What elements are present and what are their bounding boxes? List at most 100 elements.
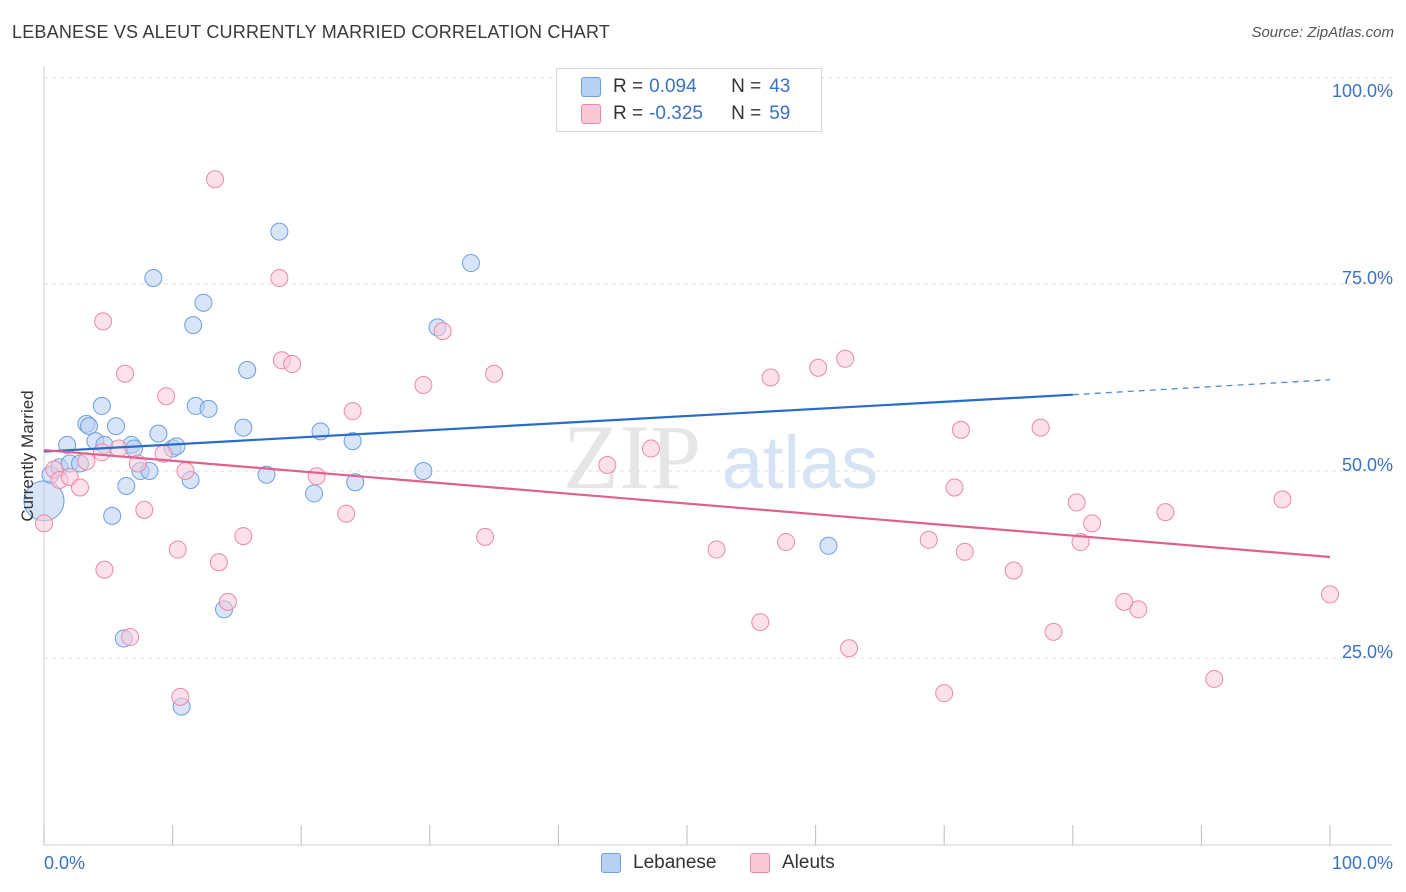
aleut-points xyxy=(35,170,1339,706)
aleut-point xyxy=(809,358,828,377)
aleut-point xyxy=(485,364,504,383)
aleut-point xyxy=(955,542,974,561)
aleut-point xyxy=(234,527,253,546)
aleut-point xyxy=(751,613,770,632)
aleut-point xyxy=(1129,600,1148,619)
aleut-point xyxy=(270,269,289,288)
aleut-r-value: -0.325 xyxy=(649,103,703,124)
aleut-point xyxy=(840,639,859,658)
lebanese-point xyxy=(346,473,365,492)
aleut-point xyxy=(71,478,90,497)
watermark: ZIP atlas xyxy=(563,406,878,508)
lebanese-point xyxy=(305,484,324,503)
aleuts-legend-label: Aleuts xyxy=(782,852,835,873)
aleut-point xyxy=(1273,490,1292,509)
lebanese-trend-extension xyxy=(1072,379,1331,396)
lebanese-point xyxy=(194,293,213,312)
aleut-point xyxy=(598,456,617,475)
series-legend: Lebanese Aleuts xyxy=(0,852,1406,878)
aleut-point xyxy=(116,364,135,383)
lebanese-point xyxy=(184,316,203,335)
lebanese-point xyxy=(199,399,218,418)
lebanese-point xyxy=(117,476,136,495)
n-label: N = xyxy=(731,103,762,124)
aleut-point xyxy=(707,540,726,559)
chart-title: LEBANESE VS ALEUT CURRENTLY MARRIED CORR… xyxy=(12,22,611,42)
aleut-point xyxy=(1083,514,1102,533)
aleut-point xyxy=(1071,533,1090,552)
correlation-legend: R = 0.094 N = 43 R = -0.325 N = 59 xyxy=(556,68,822,132)
aleut-point xyxy=(176,462,195,480)
aleut-point xyxy=(1031,418,1050,437)
lebanese-point xyxy=(819,536,838,555)
lebanese-point xyxy=(234,418,253,437)
aleut-point xyxy=(1067,493,1086,512)
lebanese-point xyxy=(80,417,99,436)
aleut-point xyxy=(94,312,113,331)
lebanese-point xyxy=(107,417,126,436)
r-label: R = xyxy=(613,76,644,97)
aleut-point xyxy=(1205,669,1224,688)
aleut-point xyxy=(1115,592,1134,611)
watermark-atlas: atlas xyxy=(722,421,878,504)
aleut-point xyxy=(935,684,954,703)
lebanese-trend-line xyxy=(43,393,1073,453)
lebanese-point xyxy=(343,432,362,451)
source-label: Source: ZipAtlas.com xyxy=(1251,24,1394,41)
aleut-point xyxy=(1156,503,1175,522)
trend-lines xyxy=(43,379,1331,559)
aleut-point xyxy=(218,592,237,611)
legend-row-lebanese: R = 0.094 N = 43 xyxy=(581,74,790,100)
legend-row-aleut: R = -0.325 N = 59 xyxy=(581,101,790,127)
aleut-point xyxy=(414,375,433,394)
y-tick-label-25: 25.0% xyxy=(1342,642,1393,662)
lebanese-r-value: 0.094 xyxy=(649,76,697,97)
legend-item-lebanese[interactable]: Lebanese xyxy=(601,852,716,874)
aleut-point xyxy=(343,402,362,421)
aleut-point xyxy=(433,322,452,341)
legend-item-aleuts[interactable]: Aleuts xyxy=(750,852,835,874)
lebanese-legend-label: Lebanese xyxy=(633,852,717,873)
aleut-point xyxy=(95,560,114,579)
aleut-point xyxy=(1044,622,1063,641)
aleut-point xyxy=(476,527,495,546)
aleut-point xyxy=(641,439,660,458)
y-axis-label: Currently Married xyxy=(18,390,37,521)
aleut-point xyxy=(209,553,228,572)
aleut-point xyxy=(157,387,176,406)
lebanese-point xyxy=(103,506,122,525)
aleut-point xyxy=(761,368,780,387)
lebanese-point xyxy=(238,361,257,380)
lebanese-point xyxy=(461,254,480,273)
aleut-point xyxy=(35,514,53,533)
lebanese-n-value: 43 xyxy=(769,76,791,97)
aleut-point xyxy=(945,478,964,497)
aleut-point xyxy=(206,170,225,189)
lebanese-points xyxy=(23,222,838,716)
y-tick-label-100: 100.0% xyxy=(1332,81,1393,101)
aleut-n-value: 59 xyxy=(769,103,791,124)
lebanese-swatch xyxy=(581,77,601,97)
aleut-point xyxy=(777,533,796,552)
aleut-point xyxy=(283,355,302,374)
x-tick-label-max: 100.0% xyxy=(1332,853,1393,873)
r-label: R = xyxy=(613,103,644,124)
aleut-point xyxy=(171,687,190,706)
lebanese-point xyxy=(414,462,433,480)
lebanese-point xyxy=(92,396,111,415)
lebanese-point xyxy=(257,465,276,484)
n-label: N = xyxy=(731,76,762,97)
aleut-point xyxy=(337,504,356,523)
aleut-point xyxy=(1004,561,1023,580)
aleut-point xyxy=(92,443,111,462)
y-tick-label-50: 50.0% xyxy=(1342,455,1393,475)
aleut-swatch xyxy=(581,104,601,124)
lebanese-point xyxy=(149,424,168,443)
axes xyxy=(43,66,1392,846)
lebanese-point xyxy=(270,222,289,241)
lebanese-point xyxy=(144,269,163,288)
watermark-zip: ZIP xyxy=(563,406,701,508)
tick-labels: 25.0% 50.0% 75.0% 100.0% 0.0% 100.0% xyxy=(44,81,1393,873)
aleuts-legend-swatch xyxy=(750,853,770,873)
